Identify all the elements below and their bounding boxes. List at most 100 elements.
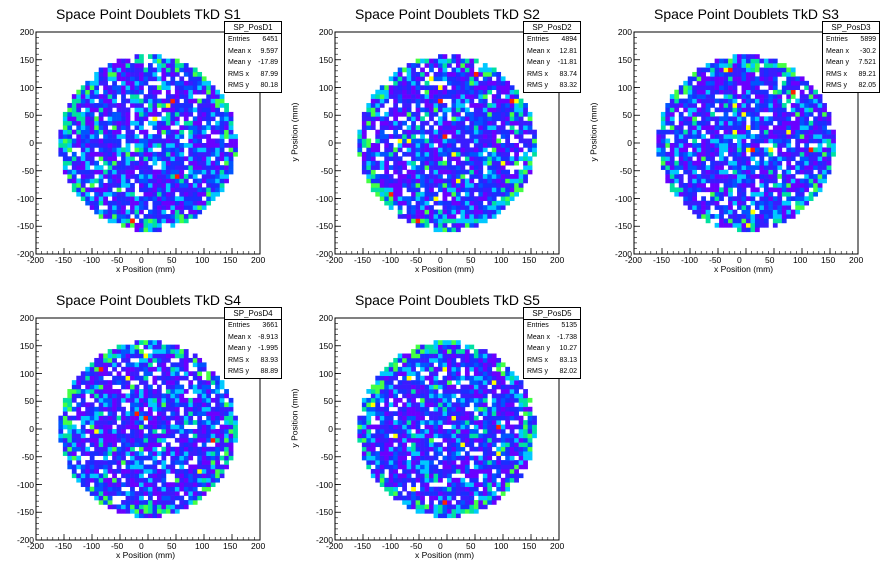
heatmap-bin: [183, 504, 189, 510]
heatmap-bin: [156, 227, 162, 233]
heatmap-bin: [80, 151, 86, 157]
heatmap-bin: [375, 147, 381, 153]
heatmap-bin: [496, 187, 502, 193]
stats-value: 88.89: [260, 368, 278, 375]
heatmap-bin: [728, 63, 733, 68]
x-tick-label: 50: [765, 255, 775, 265]
heatmap-bin: [107, 362, 113, 368]
heatmap-bin: [705, 116, 711, 122]
heatmap-bin: [121, 460, 126, 465]
heatmap-bin: [523, 169, 528, 175]
heatmap-bin: [152, 196, 158, 202]
heatmap-bin: [781, 151, 787, 157]
heatmap-bin: [197, 446, 203, 452]
heatmap-bin: [89, 169, 95, 175]
heatmap-bin: [125, 209, 131, 215]
heatmap-bin: [433, 174, 439, 179]
heatmap-bin: [406, 178, 412, 184]
heatmap-bin: [103, 362, 108, 368]
heatmap-bin: [179, 165, 185, 170]
heatmap-bin: [192, 85, 198, 91]
heatmap-bin: [482, 63, 488, 68]
heatmap-bin: [183, 500, 189, 505]
heatmap-bin: [478, 151, 484, 157]
heatmap-bin: [719, 187, 724, 193]
heatmap-bin: [134, 429, 140, 434]
heatmap-bin: [464, 191, 470, 197]
heatmap-bin: [808, 138, 814, 144]
heatmap-bin: [130, 362, 135, 368]
heatmap-bin: [233, 415, 238, 421]
stats-label: RMS y: [228, 82, 249, 89]
heatmap-bin: [696, 200, 702, 206]
heatmap-bin: [125, 174, 131, 179]
heatmap-bin: [125, 129, 131, 135]
heatmap-bin: [121, 209, 126, 215]
heatmap-bin: [206, 380, 212, 385]
heatmap-bin: [442, 209, 448, 215]
y-axis-label: y Position (mm): [0, 388, 1, 447]
heatmap-bin: [161, 191, 167, 197]
heatmap-bin: [89, 98, 95, 104]
heatmap-bin: [719, 178, 724, 184]
heatmap-bin: [197, 380, 203, 385]
heatmap-bin: [696, 76, 702, 82]
heatmap-bin: [98, 420, 104, 425]
heatmap-bin: [62, 402, 68, 408]
heatmap-bin: [447, 94, 452, 99]
heatmap-bin: [161, 58, 167, 64]
heatmap-bin: [491, 187, 497, 193]
heatmap-bin: [366, 174, 372, 179]
heatmap-bin: [103, 80, 108, 86]
heatmap-bin: [80, 89, 86, 95]
heatmap-bin: [491, 103, 497, 108]
heatmap-bin: [464, 222, 470, 228]
heatmap-bin: [397, 187, 403, 193]
heatmap-bin: [103, 424, 108, 430]
heatmap-bin: [197, 424, 203, 430]
heatmap-bin: [728, 147, 733, 153]
heatmap-bin: [152, 340, 158, 345]
heatmap-bin: [67, 433, 73, 439]
heatmap-bin: [143, 222, 149, 228]
heatmap-bin: [130, 420, 135, 425]
heatmap-bin: [500, 174, 506, 179]
heatmap-bin: [433, 222, 439, 228]
heatmap-bin: [786, 67, 792, 73]
heatmap-bin: [161, 138, 167, 144]
stats-row: RMS y 82.05: [823, 80, 879, 92]
heatmap-bin: [384, 415, 390, 421]
heatmap-bin: [482, 214, 488, 219]
heatmap-bin: [161, 451, 167, 456]
heatmap-bin: [192, 156, 198, 162]
y-tick-label: 50: [24, 110, 34, 121]
heatmap-bin: [777, 138, 783, 144]
heatmap-bin: [67, 460, 73, 465]
heatmap-bin: [705, 174, 711, 179]
heatmap-bin: [674, 94, 680, 99]
heatmap-bin: [228, 433, 234, 439]
heatmap-bin: [487, 129, 493, 135]
heatmap-bin: [112, 429, 117, 434]
heatmap-bin: [85, 468, 91, 474]
heatmap-bin: [473, 103, 479, 108]
heatmap-bin: [98, 442, 104, 448]
heatmap-bin: [754, 187, 760, 193]
y-tick-label: -100: [614, 193, 632, 204]
heatmap-bin: [741, 80, 747, 86]
heatmap-bin: [732, 160, 738, 166]
heatmap-bin: [750, 71, 756, 77]
heatmap-bin: [161, 504, 167, 510]
heatmap-bin: [750, 191, 756, 197]
heatmap-bin: [460, 214, 466, 219]
heatmap-bin: [532, 138, 537, 144]
heatmap-bin: [192, 446, 198, 452]
heatmap-bin: [179, 468, 185, 474]
heatmap-bin: [197, 366, 203, 372]
heatmap-bin: [215, 468, 220, 474]
heatmap-bin: [116, 491, 122, 496]
heatmap-bin: [375, 160, 381, 166]
heatmap-bin: [375, 384, 381, 390]
heatmap-bin: [482, 160, 488, 166]
heatmap-bin: [174, 344, 180, 350]
